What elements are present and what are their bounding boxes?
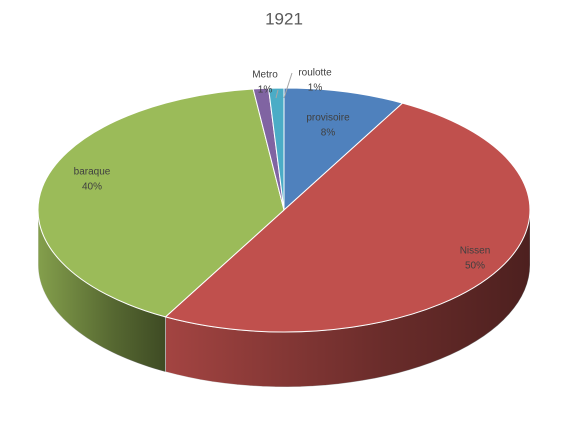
data-label-name: baraque	[74, 167, 111, 178]
leader-line	[283, 72, 293, 99]
data-label-name: roulotte	[298, 68, 332, 79]
slice	[267, 87, 285, 211]
chart-title: 1921	[265, 9, 303, 28]
slice	[283, 87, 404, 212]
data-label-name: Nissen	[460, 246, 491, 257]
leader-line	[275, 89, 279, 99]
slice	[164, 102, 530, 333]
slice-side-shade	[38, 210, 166, 372]
slice-side-shade	[165, 210, 531, 387]
data-label-value: 40%	[82, 182, 102, 193]
data-label-value: 1%	[308, 83, 323, 94]
data-label-value: 8%	[321, 128, 336, 139]
data-label-value: 50%	[465, 261, 485, 272]
data-label-name: Metro	[252, 70, 278, 81]
data-label-name: provisoire	[306, 113, 350, 124]
slice	[37, 88, 285, 318]
data-label-value: 1%	[258, 85, 273, 96]
